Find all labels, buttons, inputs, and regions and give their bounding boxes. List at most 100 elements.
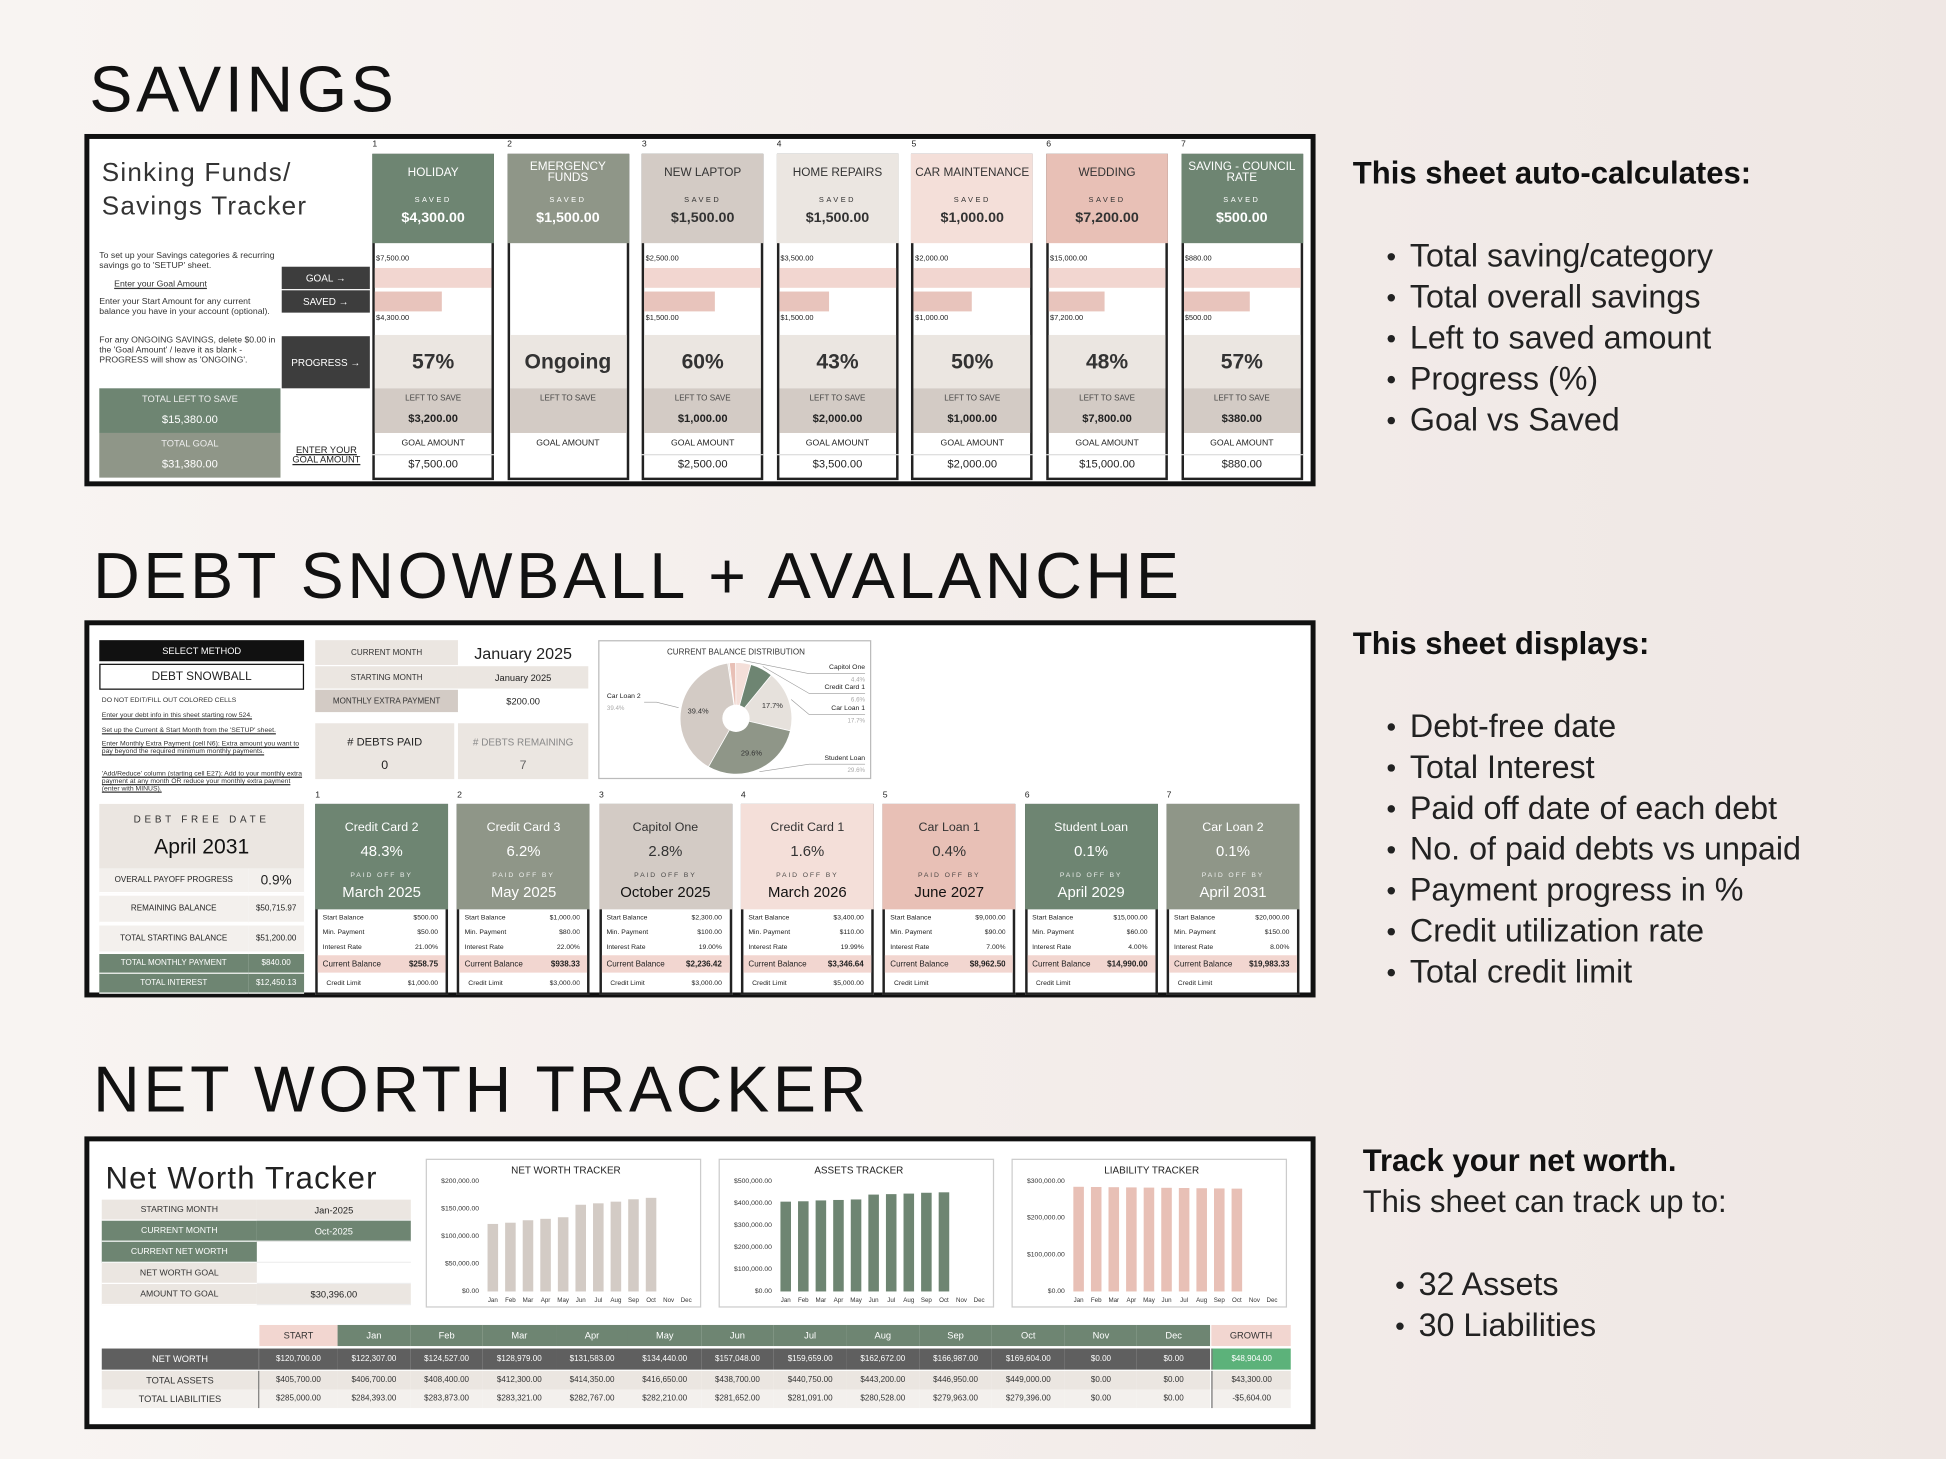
progress-cell: 57% xyxy=(374,334,492,389)
y-tick-label: $200,000.00 xyxy=(441,1178,479,1185)
sheet-title: Savings Tracker xyxy=(101,192,308,221)
debt-row-label: Credit Limit xyxy=(1177,979,1213,987)
bar xyxy=(1214,1188,1225,1292)
table-cell: $159,659.00 xyxy=(773,1348,847,1370)
goal-label: GOAL AMOUNT xyxy=(401,438,465,448)
card-header xyxy=(641,153,764,244)
left-label: LEFT TO SAVE xyxy=(1079,393,1136,403)
pie-category: Student Loan xyxy=(824,755,865,762)
saved-bar xyxy=(644,291,715,312)
pie-percent: 29.6% xyxy=(847,767,865,774)
bar xyxy=(645,1197,657,1292)
left-value: $1,000.00 xyxy=(677,411,728,425)
bar xyxy=(938,1192,950,1292)
goal-scale-label: $3,500.00 xyxy=(780,255,814,264)
x-tick-label: Dec xyxy=(681,1297,692,1304)
instruction: Set up the Current & Start Month from th… xyxy=(101,726,276,735)
count-cell xyxy=(457,723,589,780)
x-tick-label: Sep xyxy=(628,1297,640,1304)
y-tick-label: $50,000.00 xyxy=(445,1261,479,1268)
goal-label: GOAL AMOUNT xyxy=(1210,438,1274,448)
month-value: January 2025 xyxy=(457,666,589,689)
left-cell xyxy=(509,388,627,433)
debt-row-label: Current Balance xyxy=(322,959,381,969)
goal-bar xyxy=(1183,267,1301,288)
goal-scale-label: $880.00 xyxy=(1184,255,1212,264)
card-index: 5 xyxy=(882,791,888,801)
bullet-text: Left to saved amount xyxy=(1409,318,1712,356)
x-tick-label: Dec xyxy=(974,1297,985,1304)
growth-cell: -$5,604.00 xyxy=(1211,1389,1291,1409)
progress-cell: Ongoing xyxy=(509,334,627,389)
card-saved: $500.00 xyxy=(1216,210,1268,226)
pie-percent: 39.4% xyxy=(607,705,625,712)
debt-row-value: 19.99% xyxy=(840,944,864,952)
total-cell xyxy=(99,432,281,478)
saved-bar xyxy=(1183,291,1250,312)
bar xyxy=(1108,1187,1120,1292)
left-label: LEFT TO SAVE xyxy=(674,393,731,403)
row-label: PROGRESS → xyxy=(281,336,370,389)
x-tick-label: May xyxy=(557,1297,570,1304)
x-tick-label: Mar xyxy=(523,1297,534,1304)
table-header: Aug xyxy=(846,1324,920,1347)
debt-row-label: Interest Rate xyxy=(606,944,646,952)
debt-free-cell xyxy=(99,803,305,869)
paid-label: PAID OFF BY xyxy=(350,871,413,879)
x-tick-label: Jan xyxy=(781,1297,792,1304)
goal-bar xyxy=(644,267,762,288)
instruction: To set up your Savings categories & recu… xyxy=(99,251,275,271)
goal-prompt: ENTER YOUR GOAL AMOUNT xyxy=(292,444,361,466)
debt-name: Capitol One xyxy=(632,820,699,835)
month-value: $200.00 xyxy=(457,689,589,713)
debt-row-label: Credit Limit xyxy=(1035,979,1071,987)
section-heading: DEBT SNOWBALL + AVALANCHE xyxy=(93,540,1183,613)
paid-label: PAID OFF BY xyxy=(1059,871,1123,879)
table-header: May xyxy=(628,1324,702,1347)
card-index: 4 xyxy=(740,791,746,801)
goal-label: GOAL AMOUNT xyxy=(1075,438,1139,448)
paid-date: May 2025 xyxy=(490,882,557,901)
debt-row-label: Min. Payment xyxy=(322,929,365,937)
method-value: DEBT SNOWBALL xyxy=(99,663,305,690)
y-tick-label: $0.00 xyxy=(755,1288,772,1295)
table-header: Apr xyxy=(555,1324,629,1347)
info-label: AMOUNT TO GOAL xyxy=(101,1284,257,1306)
left-cell xyxy=(374,388,492,433)
debt-row-label: Interest Rate xyxy=(748,944,788,952)
goal-bar xyxy=(913,267,1031,288)
row-label: TOTAL LIABILITIES xyxy=(101,1389,260,1409)
pie-percent: 4.4% xyxy=(851,676,866,683)
card-name: HOME REPAIRS xyxy=(792,165,883,180)
table-cell: $281,652.00 xyxy=(701,1389,774,1409)
debt-row-label: Interest Rate xyxy=(1174,944,1214,952)
bar xyxy=(1196,1188,1207,1292)
pie-leader xyxy=(644,701,679,708)
total-value: $31,380.00 xyxy=(161,457,218,471)
card-saved-label: SAVED xyxy=(1088,197,1126,205)
debt-row-label: Credit Limit xyxy=(610,979,645,987)
card-header xyxy=(1181,153,1303,244)
bullet-text: Debt-free date xyxy=(1409,706,1617,744)
card-header xyxy=(507,153,629,244)
y-tick-label: $100,000.00 xyxy=(734,1266,772,1273)
bullet-text: Progress (%) xyxy=(1409,359,1599,397)
debt-row-value: $14,990.00 xyxy=(1107,959,1148,969)
debt-card-header xyxy=(1024,803,1158,910)
x-tick-label: May xyxy=(1143,1297,1156,1304)
table-cell: $416,650.00 xyxy=(628,1370,702,1390)
bullet-dot xyxy=(1387,887,1395,895)
month-label: STARTING MONTH xyxy=(315,666,458,689)
saved-scale-label: $7,200.00 xyxy=(1049,315,1084,323)
bullet-text: 32 Assets xyxy=(1418,1264,1559,1303)
instruction: For any ONGOING SAVINGS, delete $0.00 in… xyxy=(99,336,276,365)
info-value: $169,604.00 xyxy=(256,1241,411,1263)
card-name: WEDDING xyxy=(1078,165,1136,180)
card-index: 3 xyxy=(641,140,647,149)
bullet-dot xyxy=(1387,334,1395,343)
debt-row-label: Min. Payment xyxy=(464,929,507,937)
balance-row xyxy=(885,955,1014,973)
instruction: DO NOT EDIT/FILL OUT COLORED CELLS xyxy=(101,697,237,705)
total-value: $15,380.00 xyxy=(161,413,218,426)
y-tick-label: $0.00 xyxy=(1048,1288,1065,1295)
